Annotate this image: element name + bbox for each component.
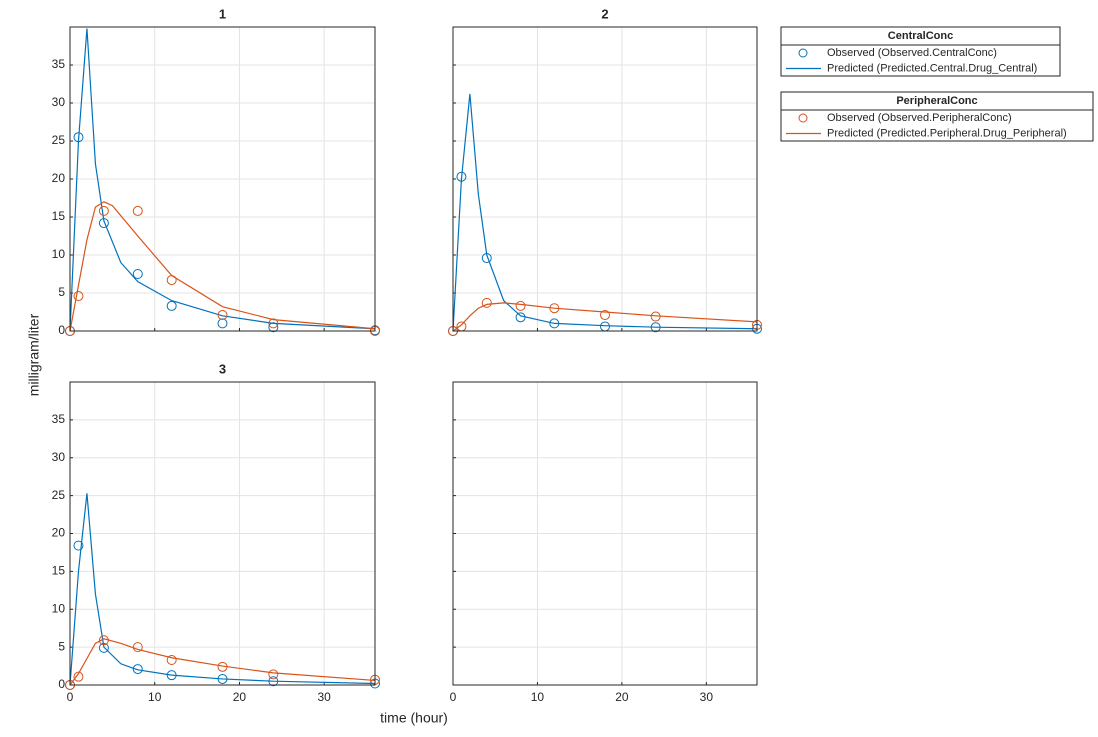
observed-marker <box>268 322 279 333</box>
x-tick-label: 30 <box>317 690 331 704</box>
y-tick-label: 15 <box>52 209 66 223</box>
subplot: 0 10 20 30 <box>450 381 758 704</box>
y-tick-label: 30 <box>52 450 66 464</box>
legend: CentralConc Observed (Observed.CentralCon… <box>780 26 1061 77</box>
predicted-line <box>452 302 758 332</box>
legend: PeripheralConc Observed (Observed.Periphe… <box>780 91 1094 142</box>
y-tick-label: 30 <box>52 95 66 109</box>
y-tick-label: 15 <box>52 564 66 578</box>
legend-title: CentralConc <box>888 30 953 42</box>
x-tick-label: 20 <box>615 690 629 704</box>
observed-marker <box>166 655 177 666</box>
observed-marker <box>166 300 177 311</box>
predicted-line <box>69 493 376 686</box>
subplot: 2 <box>448 6 762 336</box>
axes-box <box>452 381 758 686</box>
observed-marker <box>217 310 228 321</box>
y-tick-label: 20 <box>52 526 66 540</box>
x-axis-label: time (hour) <box>380 710 448 726</box>
subplot: 0 10 20 30 0 5 10 15 20 25 30 35 3 <box>52 361 380 704</box>
observed-marker <box>73 291 84 302</box>
y-tick-label: 35 <box>52 57 66 71</box>
x-tick-label: 10 <box>148 690 162 704</box>
data-layer <box>65 28 380 336</box>
y-tick-label: 0 <box>58 677 65 691</box>
predicted-line <box>452 93 758 332</box>
x-tick-label: 0 <box>450 690 457 704</box>
predicted-line <box>69 28 376 332</box>
y-tick-label: 10 <box>52 601 66 615</box>
y-tick-label: 0 <box>58 323 65 337</box>
predicted-line <box>69 201 376 332</box>
observed-marker <box>132 642 143 653</box>
observed-marker <box>217 318 228 329</box>
legend-marker <box>798 113 808 123</box>
legend-entry: Predicted (Predicted.Peripheral.Drug_Per… <box>827 127 1067 139</box>
axes-box <box>69 381 376 686</box>
axes-box <box>452 26 758 332</box>
observed-marker <box>268 318 279 329</box>
legend-box <box>780 91 1094 142</box>
y-tick-label: 25 <box>52 133 66 147</box>
legend-entry: Predicted (Predicted.Central.Drug_Centra… <box>827 62 1037 74</box>
y-tick-label: 5 <box>58 639 65 653</box>
observed-marker <box>268 669 279 680</box>
subplot-title: 1 <box>219 6 226 21</box>
legend-entry: Observed (Observed.CentralConc) <box>827 47 997 59</box>
observed-marker <box>73 671 84 682</box>
y-tick-label: 5 <box>58 285 65 299</box>
observed-marker <box>73 540 84 551</box>
x-tick-label: 20 <box>233 690 247 704</box>
legend-box <box>780 26 1061 77</box>
legend-entry: Observed (Observed.PeripheralConc) <box>827 112 1012 124</box>
y-tick-label: 25 <box>52 488 66 502</box>
observed-marker <box>132 269 143 279</box>
predicted-line <box>69 638 376 686</box>
y-tick-label: 35 <box>52 412 66 426</box>
observed-marker <box>132 664 143 675</box>
data-layer <box>448 93 762 336</box>
observed-marker <box>515 300 526 311</box>
y-tick-label: 10 <box>52 247 66 261</box>
x-tick-label: 10 <box>531 690 545 704</box>
subplot: 0 5 10 15 20 25 30 35 1 <box>52 6 380 337</box>
subplot-title: 3 <box>219 361 226 376</box>
x-tick-label: 30 <box>700 690 714 704</box>
observed-marker <box>481 297 492 308</box>
y-tick-label: 20 <box>52 171 66 185</box>
y-axis-label: milligram/liter <box>26 313 42 396</box>
observed-marker <box>132 205 143 216</box>
observed-marker <box>600 310 610 321</box>
subplot-title: 2 <box>601 6 608 21</box>
x-tick-label: 0 <box>67 690 74 704</box>
axes-box <box>69 26 376 332</box>
legend-title: PeripheralConc <box>896 95 977 107</box>
observed-marker <box>98 205 109 216</box>
legend-marker <box>798 48 808 58</box>
